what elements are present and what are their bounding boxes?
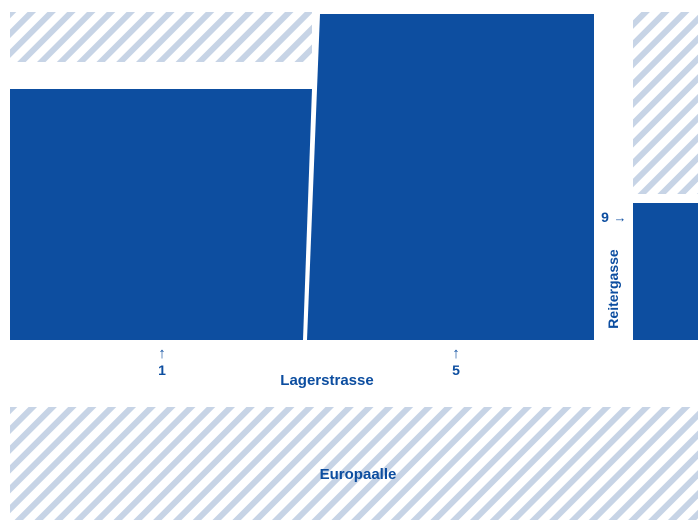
entrance-5-number: 5 (452, 362, 460, 378)
entrance-1-arrow: ↑ (158, 345, 166, 362)
entrance-9-number: 9 (601, 209, 609, 225)
building-center (307, 14, 594, 340)
building-right (633, 203, 698, 340)
building-left (10, 89, 312, 340)
entrance-9-arrow: → (614, 210, 627, 225)
entrance-5-arrow: ↑ (452, 345, 460, 362)
street-label-reitergasse: Reitergasse (605, 249, 621, 329)
hatched-area-europaalle (10, 407, 698, 520)
entrance-1-number: 1 (158, 362, 166, 378)
hatched-area-top-left (10, 12, 312, 62)
hatched-area-top-right (633, 12, 698, 194)
street-label-europaalle: Europaalle (320, 466, 397, 483)
street-label-lagerstrasse: Lagerstrasse (280, 372, 373, 389)
